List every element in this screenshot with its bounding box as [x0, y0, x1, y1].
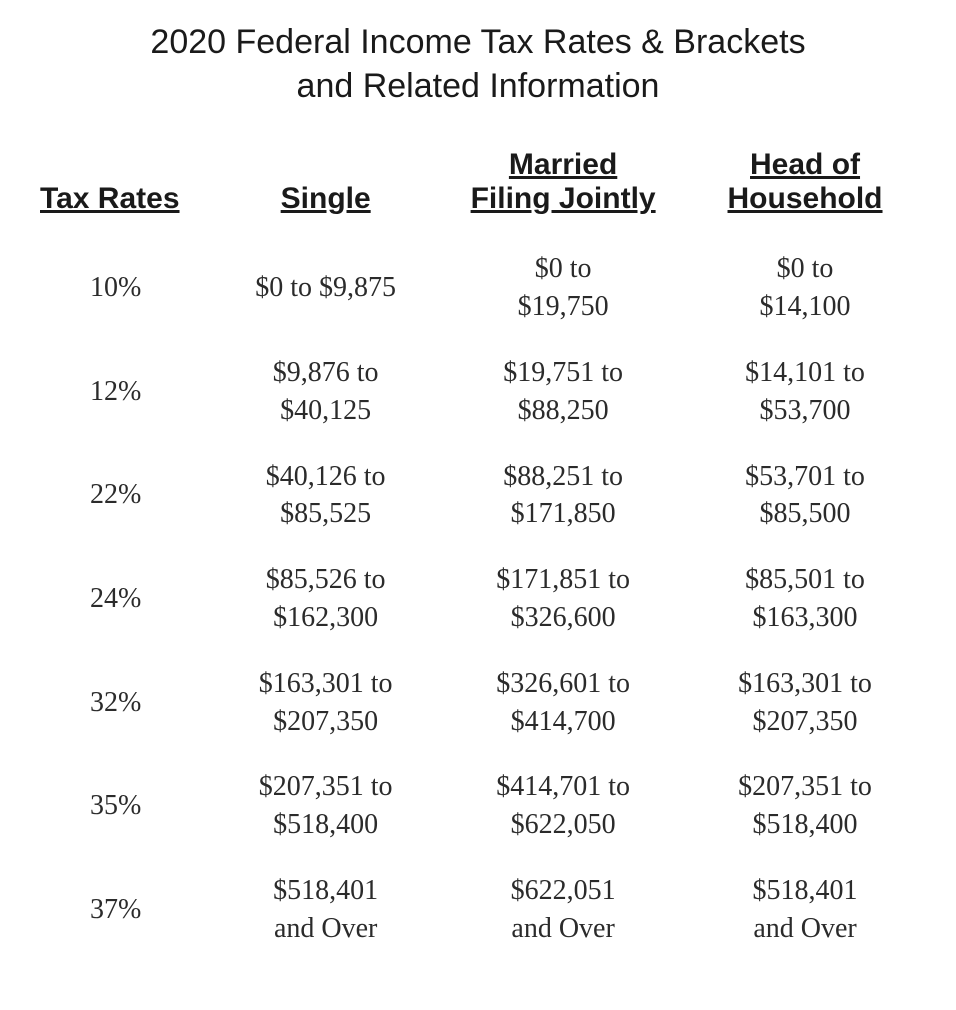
hoh-cell: $85,501 to$163,300: [684, 547, 926, 651]
rate-cell: 10%: [30, 236, 209, 340]
table-row: 10%$0 to $9,875$0 to$19,750$0 to$14,100: [30, 236, 926, 340]
cell-value-line: $0 to: [446, 250, 680, 288]
cell-value-line: $162,300: [213, 599, 438, 637]
cell-value-line: $53,700: [688, 392, 922, 430]
column-header-hoh: Head ofHousehold: [684, 148, 926, 236]
cell-value-line: $85,501 to: [688, 561, 922, 599]
hoh-cell: $518,401and Over: [684, 858, 926, 962]
single-cell: $0 to $9,875: [209, 236, 442, 340]
header-label: Head of: [684, 148, 926, 182]
rate-cell: 12%: [30, 340, 209, 444]
column-header-rate: Tax Rates: [30, 148, 209, 236]
table-header-row: Tax RatesSingleMarriedFiling JointlyHead…: [30, 148, 926, 236]
cell-value-line: $326,601 to: [446, 665, 680, 703]
rate-cell: 24%: [30, 547, 209, 651]
rate-cell: 37%: [30, 858, 209, 962]
cell-value-line: $53,701 to: [688, 458, 922, 496]
table-row: 37%$518,401and Over$622,051and Over$518,…: [30, 858, 926, 962]
header-label: Filing Jointly: [442, 182, 684, 216]
table-row: 12%$9,876 to$40,125$19,751 to$88,250$14,…: [30, 340, 926, 444]
header-label: Household: [684, 182, 926, 216]
header-label: Single: [209, 182, 442, 216]
cell-value-line: $85,500: [688, 495, 922, 533]
single-cell: $85,526 to$162,300: [209, 547, 442, 651]
single-cell: $40,126 to$85,525: [209, 444, 442, 548]
table-row: 22%$40,126 to$85,525$88,251 to$171,850$5…: [30, 444, 926, 548]
cell-value-line: $14,100: [688, 288, 922, 326]
cell-value-line: and Over: [688, 910, 922, 948]
married-cell: $326,601 to$414,700: [442, 651, 684, 755]
title-line-1: 2020 Federal Income Tax Rates & Brackets: [30, 20, 926, 64]
cell-value-line: $0 to: [688, 250, 922, 288]
cell-value-line: $518,400: [688, 806, 922, 844]
cell-value-line: $85,525: [213, 495, 438, 533]
cell-value-line: $40,126 to: [213, 458, 438, 496]
hoh-cell: $163,301 to$207,350: [684, 651, 926, 755]
cell-value-line: $518,400: [213, 806, 438, 844]
cell-value-line: $163,300: [688, 599, 922, 637]
cell-value-line: and Over: [213, 910, 438, 948]
single-cell: $518,401and Over: [209, 858, 442, 962]
cell-value-line: $518,401: [688, 872, 922, 910]
page-title: 2020 Federal Income Tax Rates & Brackets…: [30, 20, 926, 108]
cell-value-line: $88,250: [446, 392, 680, 430]
cell-value-line: $40,125: [213, 392, 438, 430]
header-label: Tax Rates: [40, 182, 209, 216]
column-header-married: MarriedFiling Jointly: [442, 148, 684, 236]
hoh-cell: $53,701 to$85,500: [684, 444, 926, 548]
cell-value-line: $19,751 to: [446, 354, 680, 392]
cell-value-line: and Over: [446, 910, 680, 948]
table-header: Tax RatesSingleMarriedFiling JointlyHead…: [30, 148, 926, 236]
cell-value-line: $414,700: [446, 703, 680, 741]
cell-value-line: $622,050: [446, 806, 680, 844]
cell-value-line: $171,851 to: [446, 561, 680, 599]
rate-cell: 22%: [30, 444, 209, 548]
table-row: 35%$207,351 to$518,400$414,701 to$622,05…: [30, 754, 926, 858]
married-cell: $171,851 to$326,600: [442, 547, 684, 651]
hoh-cell: $207,351 to$518,400: [684, 754, 926, 858]
married-cell: $0 to$19,750: [442, 236, 684, 340]
single-cell: $9,876 to$40,125: [209, 340, 442, 444]
cell-value-line: $518,401: [213, 872, 438, 910]
cell-value-line: $85,526 to: [213, 561, 438, 599]
cell-value-line: $0 to $9,875: [213, 269, 438, 307]
rate-cell: 35%: [30, 754, 209, 858]
cell-value-line: $207,351 to: [213, 768, 438, 806]
table-row: 32%$163,301 to$207,350$326,601 to$414,70…: [30, 651, 926, 755]
cell-value-line: $326,600: [446, 599, 680, 637]
title-line-2: and Related Information: [30, 64, 926, 108]
cell-value-line: $207,351 to: [688, 768, 922, 806]
table-body: 10%$0 to $9,875$0 to$19,750$0 to$14,1001…: [30, 236, 926, 961]
married-cell: $414,701 to$622,050: [442, 754, 684, 858]
cell-value-line: $14,101 to: [688, 354, 922, 392]
single-cell: $207,351 to$518,400: [209, 754, 442, 858]
married-cell: $88,251 to$171,850: [442, 444, 684, 548]
cell-value-line: $163,301 to: [213, 665, 438, 703]
table-row: 24%$85,526 to$162,300$171,851 to$326,600…: [30, 547, 926, 651]
cell-value-line: $88,251 to: [446, 458, 680, 496]
rate-cell: 32%: [30, 651, 209, 755]
cell-value-line: $163,301 to: [688, 665, 922, 703]
cell-value-line: $171,850: [446, 495, 680, 533]
married-cell: $622,051and Over: [442, 858, 684, 962]
single-cell: $163,301 to$207,350: [209, 651, 442, 755]
cell-value-line: $9,876 to: [213, 354, 438, 392]
cell-value-line: $414,701 to: [446, 768, 680, 806]
cell-value-line: $622,051: [446, 872, 680, 910]
married-cell: $19,751 to$88,250: [442, 340, 684, 444]
column-header-single: Single: [209, 148, 442, 236]
header-label: Married: [442, 148, 684, 182]
cell-value-line: $19,750: [446, 288, 680, 326]
hoh-cell: $14,101 to$53,700: [684, 340, 926, 444]
hoh-cell: $0 to$14,100: [684, 236, 926, 340]
cell-value-line: $207,350: [688, 703, 922, 741]
cell-value-line: $207,350: [213, 703, 438, 741]
tax-brackets-table: Tax RatesSingleMarriedFiling JointlyHead…: [30, 148, 926, 961]
